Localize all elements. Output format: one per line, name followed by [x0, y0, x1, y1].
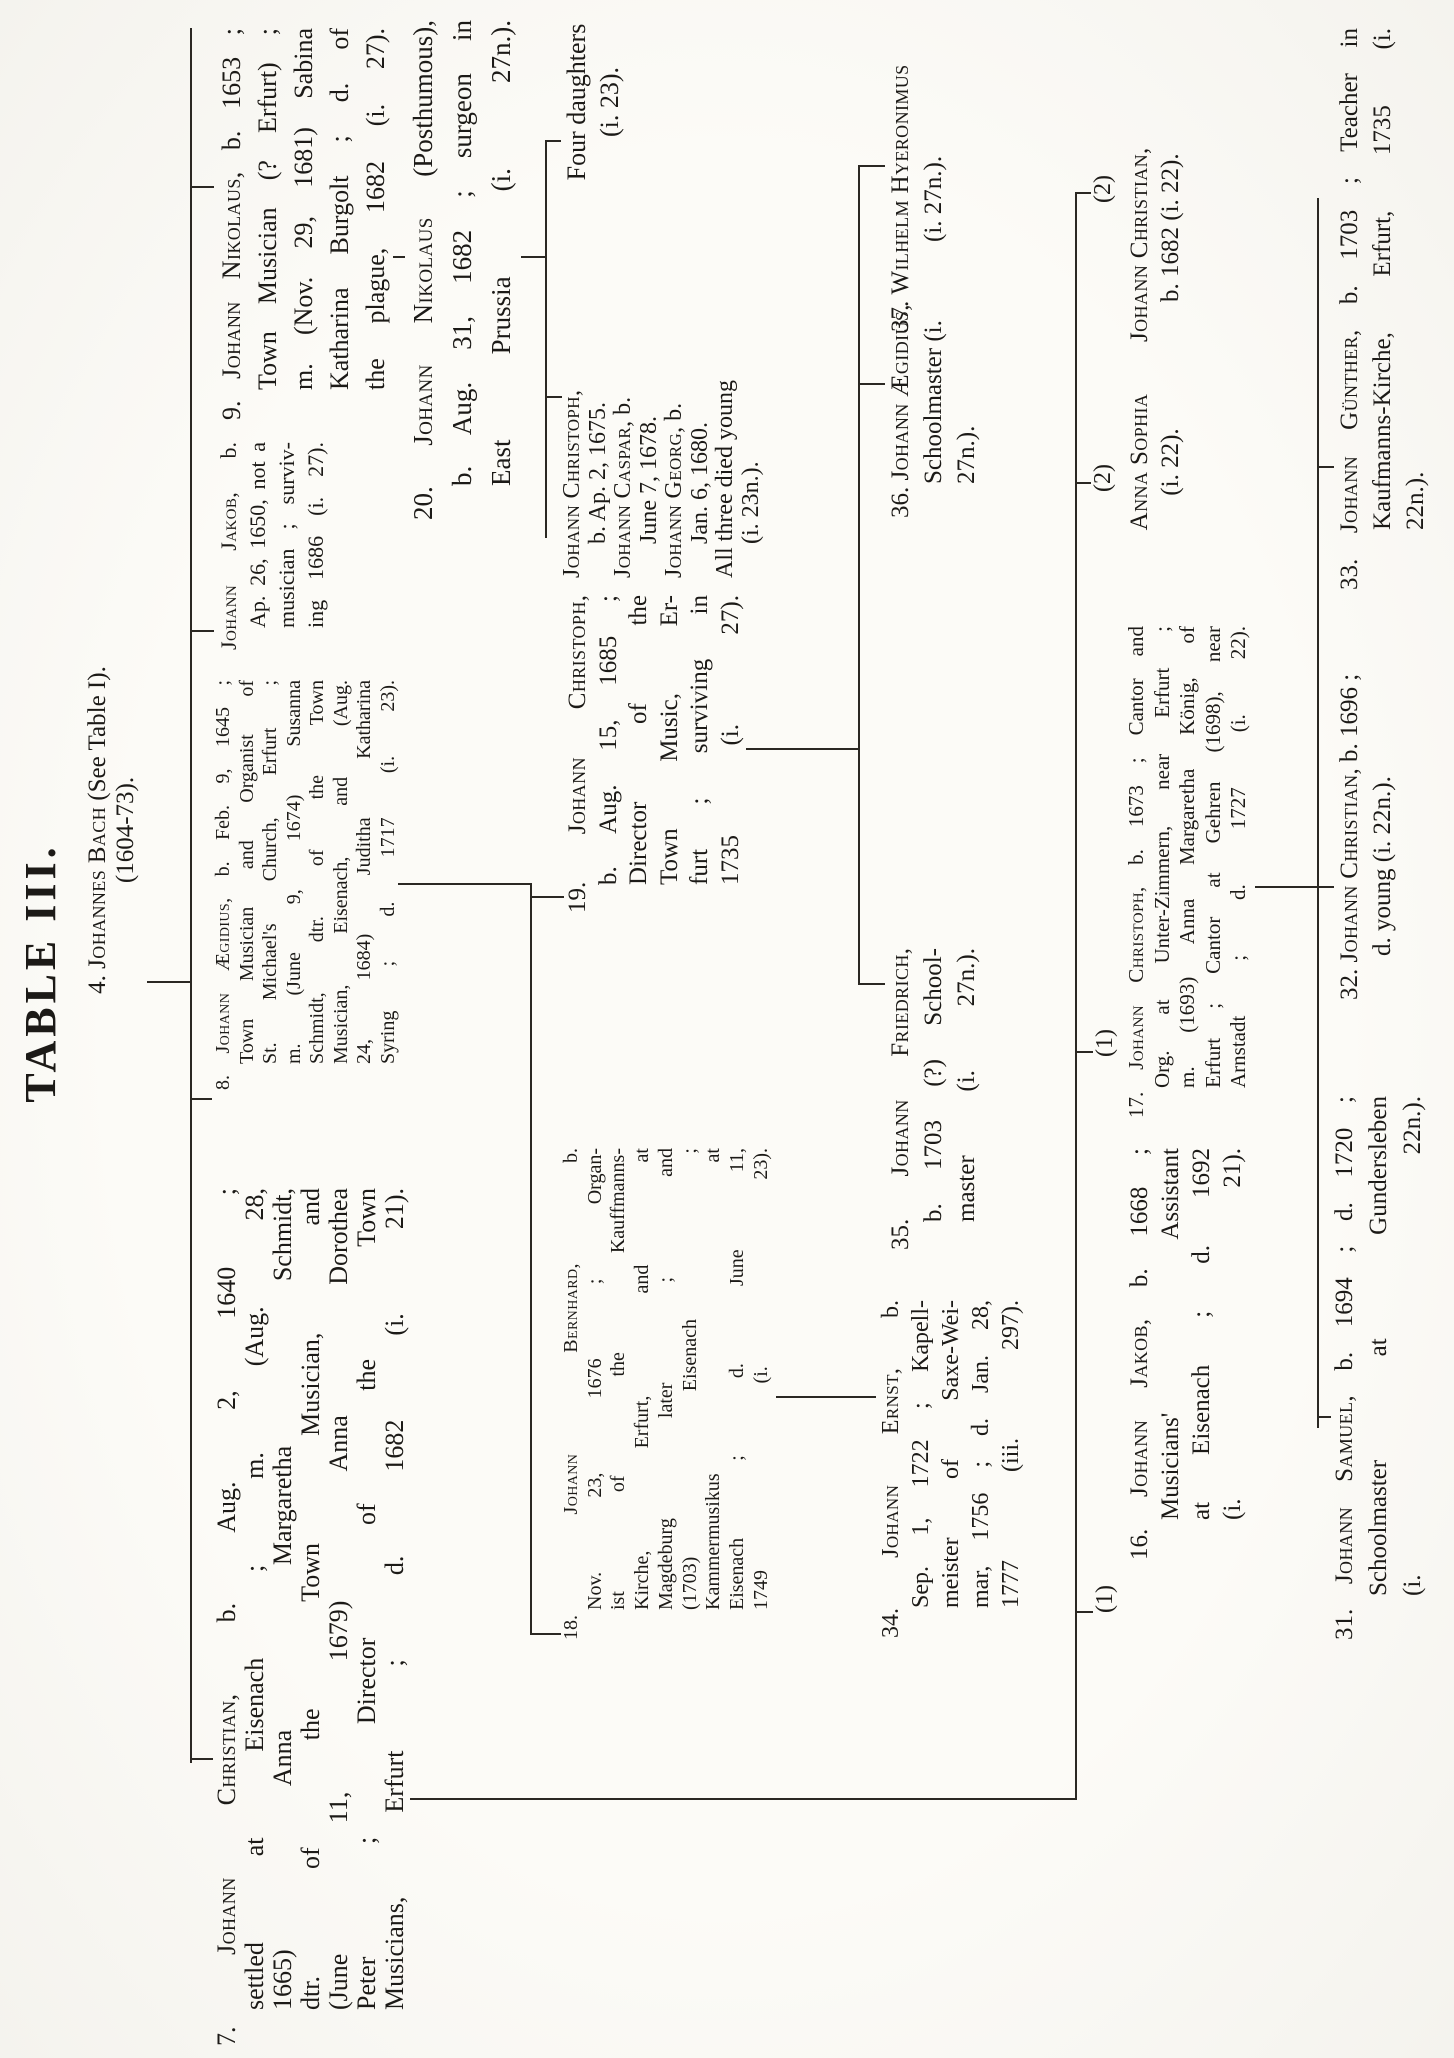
entry-sons-of-nikolaus-died-young: Johann Christoph, b. Ap. 2, 1675. Johann C… [559, 380, 764, 578]
tree-connector-line [410, 1798, 1077, 1800]
tree-connector-line [530, 1633, 561, 1635]
tree-connector-line [1255, 886, 1317, 888]
person-name: Johann Caspar [610, 426, 636, 578]
person-name: Johann Samuel [1331, 1401, 1358, 1585]
entry-8-johann-aegidius: 8. Johann Ægidius, b. Feb. 9, 1645 ; Town… [212, 680, 399, 1090]
label-second-marriage-anna-sophia: (2) [1090, 464, 1116, 492]
person-name: Johann Jakob [1126, 1325, 1153, 1498]
entry-37-wilhelm-hyeronimus: 37. Wilhelm Hyeronimus (i. 27n.). [887, 64, 947, 332]
tree-connector-line [545, 140, 561, 142]
tree-connector-line [1075, 1611, 1093, 1613]
person-name: Johann Bernhard [560, 1268, 582, 1515]
entry-17-johann-christoph: 17. Johann Christoph, b. 1673 ; Cantor a… [1124, 625, 1250, 1118]
tree-connector-line [858, 165, 860, 985]
label-second-marriage-johann-christian: (2) [1090, 175, 1116, 203]
tree-connector-line [545, 396, 562, 398]
person-name: Johann Jakob [216, 497, 241, 650]
label-first-marriage-17: (1) [1092, 1029, 1118, 1057]
tree-connector-line [190, 630, 214, 632]
entry-four-daughters: Four daughters (i. 23). [562, 23, 624, 181]
entry-34-johann-ernst: 34. Johann Ernst, b. Sep. 1, 1722 ; Kapel… [878, 1299, 1024, 1638]
entry-20-johann-nikolaus-posthumous: 20. Johann Nikolaus (Posthumous), b. Aug.… [408, 19, 516, 520]
tree-connector-line [858, 383, 885, 385]
entry-18-johann-bernhard: 18. Johann Bernhard, b. Nov. 23, 1676 ; O… [560, 1147, 772, 1640]
tree-connector-line [1075, 192, 1077, 1800]
person-name: Johann Ægidius [212, 902, 234, 1054]
tree-connector-line [398, 883, 530, 885]
tree-connector-line [530, 883, 532, 1635]
person-name: Johann Christian [1336, 774, 1363, 963]
person-name: Wilhelm Hyeronimus [887, 64, 914, 295]
person-name: Johann Ernst [878, 1374, 904, 1558]
tree-connector-line [746, 748, 860, 750]
tree-connector-line [1317, 198, 1319, 1428]
entry-35-johann-friedrich: 35. Johann Friedrich, b. 1703 (?) School-… [887, 948, 980, 1250]
entry-31-johann-samuel: 31. Johann Samuel, b. 1694 ; d. 1720 ; Sc… [1331, 1096, 1426, 1640]
person-name: Johann Christoph [1124, 892, 1148, 1070]
person-name: Johann Nikolaus [217, 178, 246, 379]
tree-connector-line [1317, 466, 1334, 468]
tree-connector-line [1317, 1416, 1331, 1418]
tree-connector-line [147, 981, 190, 983]
person-name: Johann Nikolaus [408, 217, 438, 446]
person-name: Johann Christian [1126, 153, 1153, 342]
entry-johann-jakob-1650: Johann Jakob, b. Ap. 26, 1650, not a music… [216, 442, 328, 650]
tree-connector-line [190, 1098, 212, 1100]
person-name: Johann Christoph [564, 601, 591, 835]
person-name: Johann Günther [1336, 336, 1363, 534]
tree-connector-line [1317, 886, 1334, 888]
tree-connector-line [530, 896, 564, 898]
person-name: Anna Sophia [1126, 393, 1153, 531]
entry-19-johann-christoph: 19. Johann Christoph, b. Aug. 15, 1685 ; D… [564, 595, 744, 913]
tree-connector-line [858, 983, 885, 985]
tree-connector-line [1075, 192, 1091, 194]
root-4-johannes-bach: 4. Johannes Bach (See Table I). (1604-73)… [84, 666, 139, 994]
tree-connector-line [776, 1396, 876, 1398]
entry-16-johann-jakob: 16. Johann Jakob, b. 1668 ; Musicians' As… [1126, 1147, 1246, 1560]
person-name: Johann Christoph [559, 396, 585, 578]
person-name: Johann Friedrich [887, 954, 914, 1177]
entry-9-johann-nikolaus: 9. Johann Nikolaus, b. 1653 ; Town Musici… [217, 28, 390, 420]
label-first-marriage-16: (1) [1092, 1585, 1118, 1613]
tree-connector-line [858, 165, 885, 167]
tree-connector-line [1075, 482, 1091, 484]
tree-connector-line [1075, 1051, 1093, 1053]
person-name: Johann Ægidius [887, 310, 914, 481]
entry-32-johann-christian: 32. Johann Christian, b. 1696 ; d. young … [1336, 673, 1396, 1000]
person-name: Johannes Bach [84, 806, 111, 969]
entry-anna-sophia: Anna Sophia (i. 22). [1126, 393, 1184, 531]
table-title: TABLE III. [16, 843, 65, 1103]
entry-johann-christian-1682: Johann Christian, b. 1682 (i. 22). [1126, 147, 1184, 342]
entry-33-johann-guenther: 33. Johann Günther, b. 1703 ; Teacher in… [1336, 28, 1429, 590]
person-name: Johann Georg [661, 432, 687, 578]
tree-connector-line [190, 186, 214, 188]
tree-connector-line [190, 28, 192, 1763]
tree-connector-line [521, 256, 545, 258]
entry-7-johann-christian: 7. Johann Christian, b. Aug. 2, 1640 ; se… [212, 1188, 409, 2046]
tree-connector-line [393, 256, 405, 258]
tree-connector-line [190, 1758, 213, 1760]
person-name: Johann Christian [212, 1700, 241, 1955]
tree-connector-line [545, 140, 547, 538]
